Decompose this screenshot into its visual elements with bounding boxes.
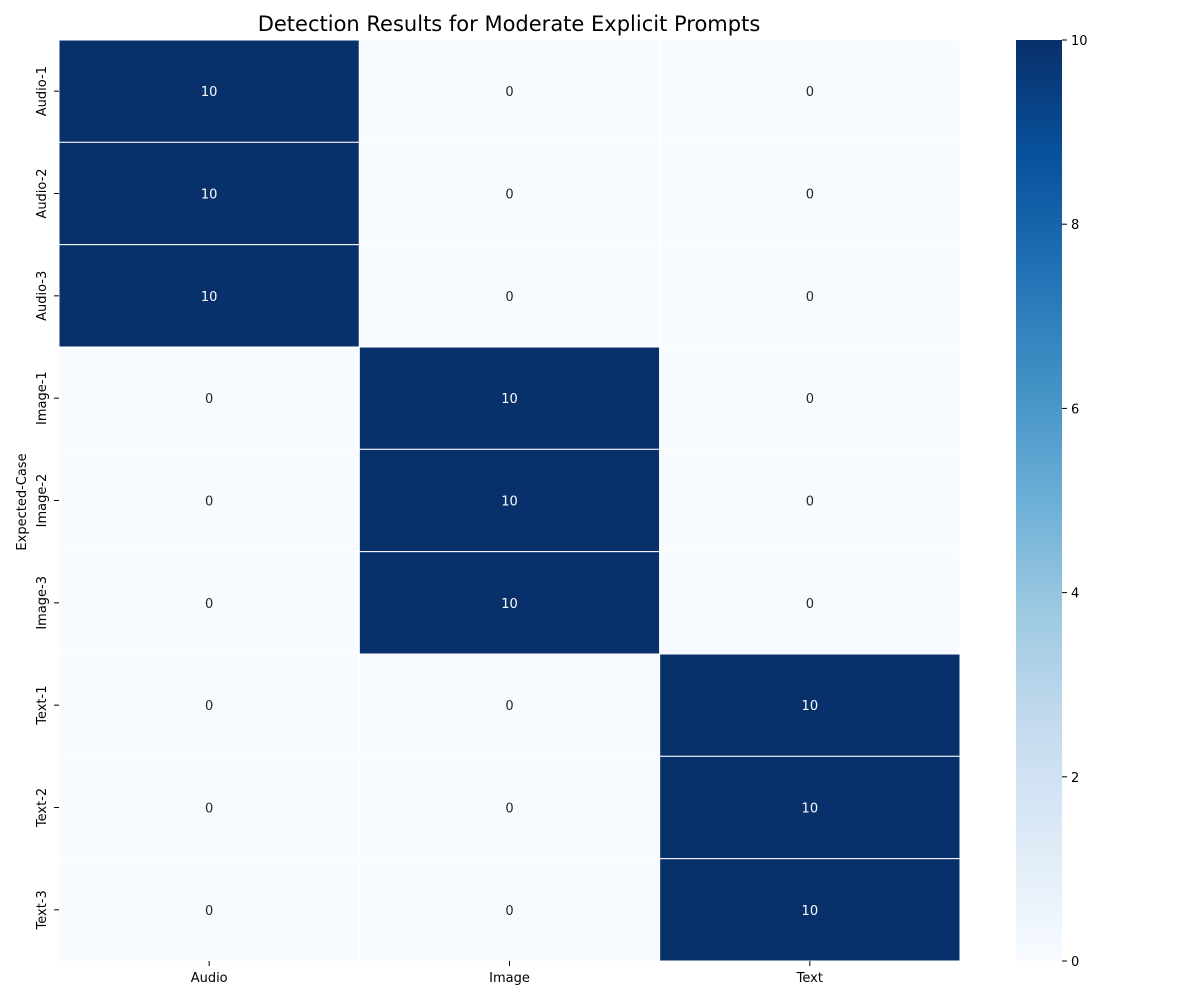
cell-value-label: 10 xyxy=(501,597,518,612)
cell-value-label: 0 xyxy=(806,85,814,100)
heatmap-cell xyxy=(358,244,661,348)
heatmap-cell xyxy=(358,39,661,143)
y-tick-label: Audio-2 xyxy=(35,168,50,218)
x-tick-label: Text xyxy=(796,971,823,986)
cell-value-label: 0 xyxy=(806,188,814,203)
cell-value-label: 10 xyxy=(201,290,218,305)
heatmap-cell xyxy=(659,141,961,246)
cell-value-label: 0 xyxy=(806,392,814,407)
heatmap-cell xyxy=(58,244,360,348)
y-axis-ticks: Audio-1 Audio-2 Audio-3 Image-1 Image-2 Image… xyxy=(35,66,59,930)
heatmap-cells xyxy=(58,39,961,962)
colorbar-tick-label: 10 xyxy=(1071,34,1088,49)
cell-value-label: 0 xyxy=(205,495,213,510)
heatmap-cell xyxy=(659,448,961,553)
heatmap-cell xyxy=(659,755,961,860)
heatmap-cell xyxy=(358,141,661,246)
cell-value-label: 0 xyxy=(505,699,513,714)
heatmap-annotations: 10 0 0 10 0 0 10 0 0 0 10 0 0 10 0 0 10 0 0 0 10 0 0 10 0 0 10 xyxy=(201,85,818,919)
x-tick-label: Image xyxy=(489,971,530,986)
y-axis-label: Expected-Case xyxy=(15,453,30,550)
heatmap-cell xyxy=(58,39,360,143)
cell-value-label: 10 xyxy=(501,495,518,510)
cell-value-label: 0 xyxy=(205,904,213,919)
cell-value-label: 0 xyxy=(205,699,213,714)
cell-value-label: 0 xyxy=(505,290,513,305)
colorbar-tick-label: 2 xyxy=(1071,771,1079,786)
cell-value-label: 0 xyxy=(505,85,513,100)
cell-value-label: 0 xyxy=(205,802,213,817)
heatmap-cell xyxy=(659,653,961,757)
heatmap-cell xyxy=(358,755,661,860)
cell-value-label: 0 xyxy=(806,495,814,510)
cell-value-label: 0 xyxy=(806,290,814,305)
chart-title: Detection Results for Moderate Explicit … xyxy=(258,12,761,36)
heatmap-cell xyxy=(358,653,661,757)
cell-value-label: 0 xyxy=(505,802,513,817)
cell-value-label: 10 xyxy=(201,85,218,100)
cell-value-label: 10 xyxy=(802,699,819,714)
cell-value-label: 0 xyxy=(806,597,814,612)
cell-value-label: 10 xyxy=(802,904,819,919)
y-tick-label: Text-1 xyxy=(35,686,50,726)
y-tick-label: Image-2 xyxy=(35,474,50,528)
y-tick-label: Audio-3 xyxy=(35,271,50,321)
heatmap-cell xyxy=(58,448,360,553)
heatmap-cell xyxy=(659,858,961,962)
cell-value-label: 0 xyxy=(205,597,213,612)
colorbar-tick-label: 8 xyxy=(1071,218,1079,233)
y-tick-label: Audio-1 xyxy=(35,66,50,116)
colorbar-tick-label: 6 xyxy=(1071,402,1079,417)
heatmap-cell xyxy=(358,448,661,553)
cell-value-label: 10 xyxy=(501,392,518,407)
y-tick-label: Text-3 xyxy=(35,890,50,930)
y-tick-label: Image-1 xyxy=(35,371,50,425)
heatmap-cell xyxy=(58,141,360,246)
colorbar-ticks: 0 2 4 6 8 10 xyxy=(1062,34,1088,970)
colorbar xyxy=(1016,40,1062,961)
cell-value-label: 10 xyxy=(802,802,819,817)
x-axis-ticks: Audio Image Text xyxy=(191,961,823,986)
heatmap-cell xyxy=(58,346,360,450)
heatmap-cell xyxy=(659,346,961,450)
heatmap-cell xyxy=(58,653,360,757)
heatmap-cell xyxy=(659,551,961,655)
x-tick-label: Audio xyxy=(191,971,228,986)
y-tick-label: Text-2 xyxy=(35,788,50,828)
colorbar-tick-label: 4 xyxy=(1071,587,1079,602)
heatmap-cell xyxy=(659,39,961,143)
y-tick-label: Image-3 xyxy=(35,576,50,630)
heatmap-cell xyxy=(58,858,360,962)
colorbar-tick-label: 0 xyxy=(1071,955,1079,970)
cell-value-label: 10 xyxy=(201,188,218,203)
cell-value-label: 0 xyxy=(505,904,513,919)
heatmap-cell xyxy=(358,551,661,655)
cell-value-label: 0 xyxy=(205,392,213,407)
heatmap-cell xyxy=(58,755,360,860)
cell-value-label: 0 xyxy=(505,188,513,203)
